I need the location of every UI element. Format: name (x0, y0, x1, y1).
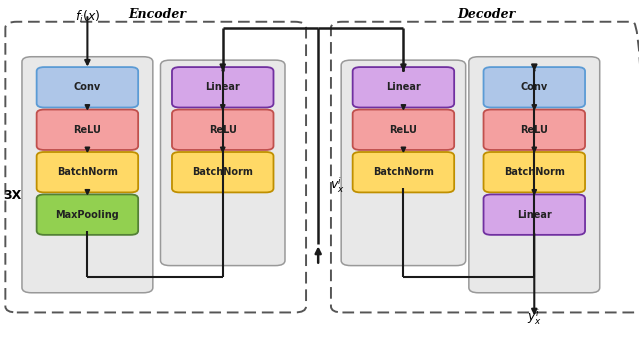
FancyBboxPatch shape (353, 67, 454, 107)
Text: 3X: 3X (3, 190, 22, 203)
FancyBboxPatch shape (161, 60, 285, 266)
Text: ReLU: ReLU (520, 125, 548, 135)
Text: Decoder: Decoder (457, 8, 515, 21)
Text: BatchNorm: BatchNorm (192, 167, 253, 177)
Text: $v_x^i$: $v_x^i$ (330, 176, 344, 195)
Text: Conv: Conv (74, 82, 101, 92)
FancyBboxPatch shape (469, 57, 600, 293)
FancyBboxPatch shape (172, 67, 273, 107)
FancyBboxPatch shape (36, 152, 138, 192)
Text: ReLU: ReLU (209, 125, 237, 135)
FancyBboxPatch shape (341, 60, 466, 266)
FancyBboxPatch shape (36, 67, 138, 107)
FancyBboxPatch shape (36, 194, 138, 235)
FancyBboxPatch shape (484, 67, 585, 107)
FancyBboxPatch shape (172, 109, 273, 150)
Text: Conv: Conv (521, 82, 548, 92)
Text: MaxPooling: MaxPooling (56, 210, 119, 220)
FancyBboxPatch shape (484, 109, 585, 150)
Text: Linear: Linear (386, 82, 420, 92)
Text: Linear: Linear (517, 210, 552, 220)
Text: $y_x^i$: $y_x^i$ (527, 307, 542, 327)
Text: BatchNorm: BatchNorm (57, 167, 118, 177)
Text: BatchNorm: BatchNorm (504, 167, 564, 177)
Text: BatchNorm: BatchNorm (373, 167, 434, 177)
Text: ReLU: ReLU (74, 125, 101, 135)
Text: $f_i(x)$: $f_i(x)$ (75, 9, 100, 25)
Text: Encoder: Encoder (128, 8, 186, 21)
FancyBboxPatch shape (353, 152, 454, 192)
FancyBboxPatch shape (172, 152, 273, 192)
Text: Linear: Linear (205, 82, 240, 92)
FancyBboxPatch shape (484, 152, 585, 192)
Text: ReLU: ReLU (390, 125, 417, 135)
FancyBboxPatch shape (353, 109, 454, 150)
FancyBboxPatch shape (22, 57, 153, 293)
FancyBboxPatch shape (484, 194, 585, 235)
FancyBboxPatch shape (36, 109, 138, 150)
